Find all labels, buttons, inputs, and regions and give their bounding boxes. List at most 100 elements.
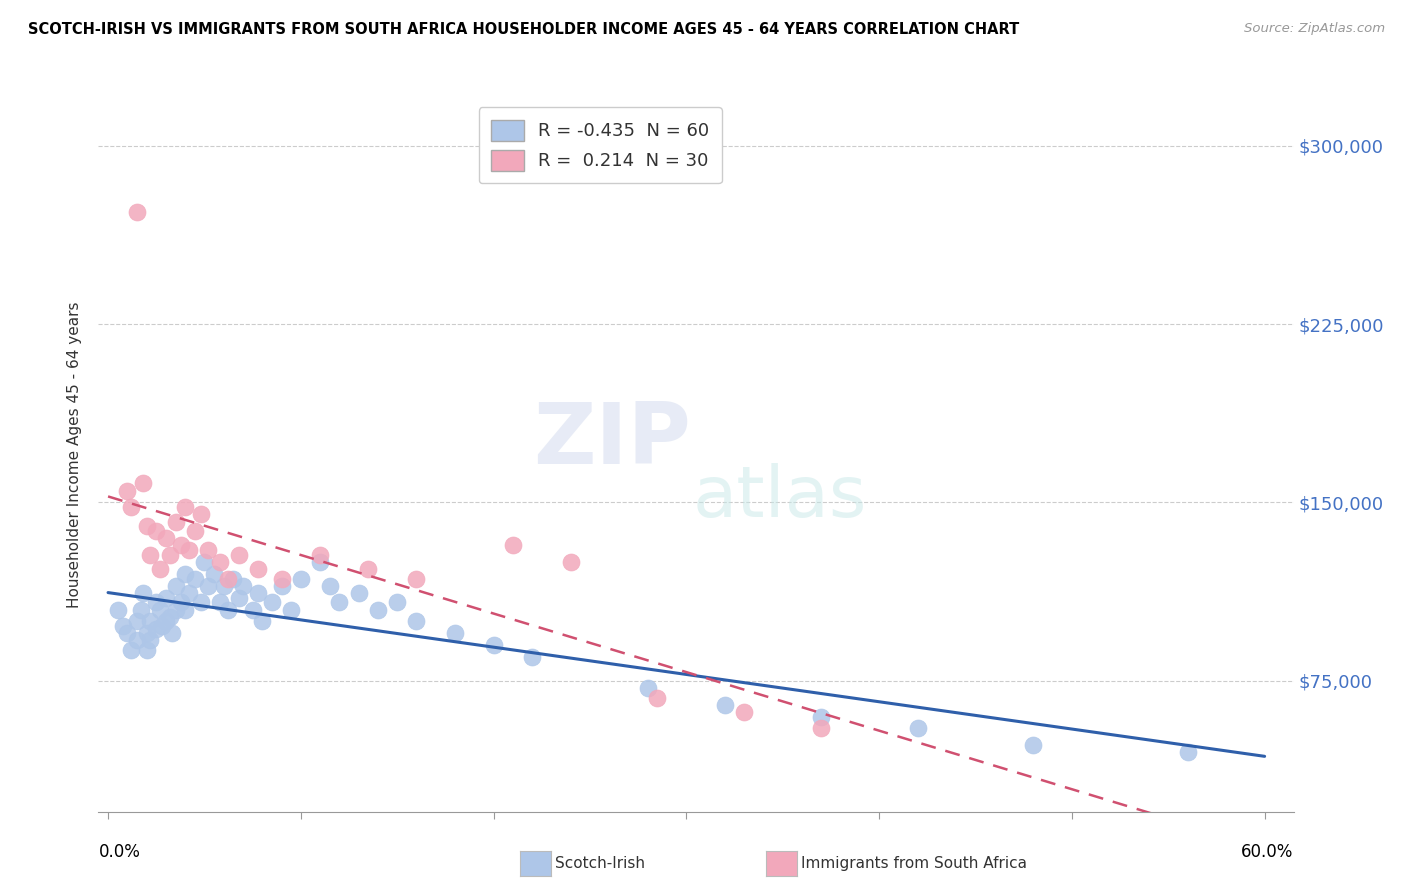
Point bbox=[208, 595, 231, 609]
Point bbox=[252, 615, 274, 629]
Point bbox=[242, 602, 264, 616]
Point bbox=[117, 626, 139, 640]
Point bbox=[1177, 745, 1199, 759]
Point bbox=[232, 579, 254, 593]
Point bbox=[328, 595, 350, 609]
Point bbox=[177, 586, 200, 600]
Point bbox=[405, 572, 427, 586]
Point bbox=[120, 500, 142, 515]
Point bbox=[125, 205, 148, 219]
Point bbox=[247, 562, 270, 576]
Point bbox=[714, 698, 737, 712]
Text: ZIP: ZIP bbox=[533, 399, 692, 483]
Point bbox=[149, 602, 172, 616]
Point bbox=[385, 595, 409, 609]
Point bbox=[125, 615, 148, 629]
Point bbox=[135, 519, 157, 533]
Point bbox=[260, 595, 283, 609]
Point bbox=[139, 548, 162, 562]
Point bbox=[132, 586, 155, 600]
Point bbox=[810, 709, 832, 723]
Point bbox=[290, 572, 312, 586]
Point bbox=[174, 566, 197, 581]
Point bbox=[145, 622, 167, 636]
Point bbox=[907, 722, 929, 736]
Point bbox=[117, 483, 139, 498]
Point bbox=[159, 609, 181, 624]
Point bbox=[208, 555, 231, 569]
Point bbox=[367, 602, 389, 616]
Point bbox=[1022, 738, 1045, 752]
Point bbox=[810, 722, 832, 736]
Point bbox=[184, 524, 207, 538]
Point bbox=[217, 602, 239, 616]
Point bbox=[112, 619, 135, 633]
Point bbox=[733, 705, 755, 719]
Point bbox=[228, 591, 250, 605]
Point bbox=[135, 626, 157, 640]
Point bbox=[150, 619, 173, 633]
Point bbox=[120, 643, 142, 657]
Point bbox=[212, 579, 235, 593]
Point bbox=[228, 548, 250, 562]
Point bbox=[190, 508, 212, 522]
Point bbox=[165, 602, 187, 616]
Point bbox=[309, 555, 332, 569]
Point bbox=[155, 531, 177, 545]
Point bbox=[270, 572, 292, 586]
Point bbox=[270, 579, 292, 593]
Text: Scotch-Irish: Scotch-Irish bbox=[555, 856, 645, 871]
Point bbox=[155, 591, 177, 605]
Point bbox=[135, 643, 157, 657]
Point bbox=[444, 626, 467, 640]
Text: 0.0%: 0.0% bbox=[98, 843, 141, 861]
Point bbox=[222, 572, 245, 586]
Point bbox=[520, 650, 543, 665]
Point bbox=[217, 572, 239, 586]
Text: SCOTCH-IRISH VS IMMIGRANTS FROM SOUTH AFRICA HOUSEHOLDER INCOME AGES 45 - 64 YEA: SCOTCH-IRISH VS IMMIGRANTS FROM SOUTH AF… bbox=[28, 22, 1019, 37]
Point bbox=[174, 500, 197, 515]
Point bbox=[190, 595, 212, 609]
Point bbox=[319, 579, 342, 593]
Point bbox=[165, 579, 187, 593]
Text: Source: ZipAtlas.com: Source: ZipAtlas.com bbox=[1244, 22, 1385, 36]
Point bbox=[560, 555, 582, 569]
Point bbox=[280, 602, 302, 616]
Point bbox=[177, 543, 200, 558]
Text: 60.0%: 60.0% bbox=[1241, 843, 1294, 861]
Point bbox=[165, 515, 187, 529]
Point bbox=[170, 595, 193, 609]
Point bbox=[155, 615, 177, 629]
Point bbox=[129, 602, 152, 616]
Point bbox=[170, 538, 193, 552]
Point bbox=[197, 543, 219, 558]
Legend: R = -0.435  N = 60, R =  0.214  N = 30: R = -0.435 N = 60, R = 0.214 N = 30 bbox=[478, 107, 723, 183]
Point bbox=[139, 615, 162, 629]
Point bbox=[125, 633, 148, 648]
Point bbox=[149, 562, 172, 576]
Point bbox=[347, 586, 370, 600]
Point bbox=[202, 566, 225, 581]
Text: atlas: atlas bbox=[692, 463, 868, 533]
Point bbox=[145, 524, 167, 538]
Point bbox=[174, 602, 197, 616]
Y-axis label: Householder Income Ages 45 - 64 years: Householder Income Ages 45 - 64 years bbox=[67, 301, 83, 608]
Point bbox=[107, 602, 129, 616]
Point bbox=[132, 476, 155, 491]
Point bbox=[184, 572, 207, 586]
Point bbox=[502, 538, 524, 552]
Point bbox=[482, 638, 505, 652]
Point bbox=[309, 548, 332, 562]
Point bbox=[193, 555, 215, 569]
Point bbox=[247, 586, 270, 600]
Point bbox=[647, 690, 669, 705]
Point bbox=[637, 681, 659, 695]
Text: Immigrants from South Africa: Immigrants from South Africa bbox=[801, 856, 1028, 871]
Point bbox=[139, 633, 162, 648]
Point bbox=[160, 626, 183, 640]
Point bbox=[159, 548, 181, 562]
Point bbox=[405, 615, 427, 629]
Point bbox=[197, 579, 219, 593]
Point bbox=[357, 562, 380, 576]
Point bbox=[145, 595, 167, 609]
